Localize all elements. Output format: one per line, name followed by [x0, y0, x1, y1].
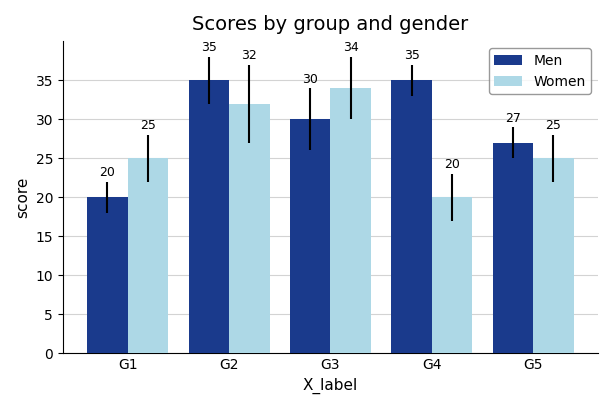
Bar	[533, 158, 574, 353]
Bar	[493, 143, 533, 353]
Bar	[432, 197, 473, 353]
Y-axis label: score: score	[15, 177, 30, 218]
X-axis label: X_label: X_label	[303, 378, 358, 394]
Text: 25: 25	[546, 119, 562, 133]
Bar	[189, 80, 229, 353]
Bar	[128, 158, 169, 353]
Text: 32: 32	[242, 49, 257, 62]
Text: 35: 35	[201, 41, 217, 54]
Legend: Men, Women: Men, Women	[489, 48, 591, 94]
Text: 34: 34	[343, 41, 359, 54]
Text: 35: 35	[403, 49, 419, 62]
Text: 27: 27	[505, 112, 521, 125]
Text: 25: 25	[140, 119, 156, 133]
Bar	[229, 103, 270, 353]
Title: Scores by group and gender: Scores by group and gender	[192, 15, 468, 34]
Bar	[87, 197, 128, 353]
Text: 20: 20	[444, 158, 460, 171]
Bar	[290, 119, 330, 353]
Bar	[330, 88, 371, 353]
Text: 30: 30	[302, 73, 318, 85]
Bar	[391, 80, 432, 353]
Text: 20: 20	[99, 166, 115, 179]
